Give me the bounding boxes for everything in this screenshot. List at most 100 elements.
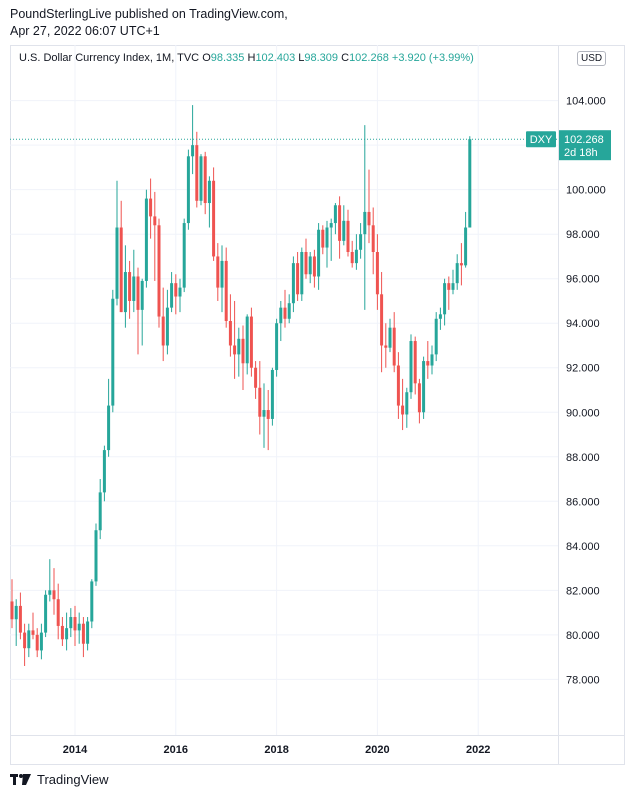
candle-body (52, 590, 56, 600)
candle-body (98, 492, 102, 531)
candle-body (426, 361, 430, 366)
price-tag-countdown: 2d 18h (564, 147, 598, 159)
x-tick-label: 2020 (365, 744, 389, 756)
candle-body (94, 530, 98, 582)
open-key: O (202, 52, 211, 64)
x-tick-label: 2018 (264, 744, 288, 756)
candle-body (384, 345, 388, 348)
candle-body (371, 225, 375, 252)
candle-body (153, 216, 157, 226)
candle-body (329, 223, 333, 228)
candle-body (165, 307, 169, 346)
chart-pane[interactable]: 78.000 80.000 82.000 84.000 86.000 88.000 90.0… (10, 45, 625, 765)
high-key: H (247, 52, 256, 64)
candle-body (69, 617, 73, 629)
candle-body (65, 628, 69, 640)
candle-body (132, 276, 136, 301)
open-value: 98.335 (210, 52, 245, 64)
candle-body (237, 338, 241, 355)
y-tick-label: 86.000 (566, 496, 600, 508)
candle-body (468, 139, 472, 228)
candle-body (123, 272, 127, 313)
candle-body (296, 263, 300, 295)
candle-body (354, 249, 358, 264)
candle-body (144, 198, 148, 281)
candlestick-chart[interactable]: 78.000 80.000 82.000 84.000 86.000 88.000 90.0… (10, 45, 625, 765)
candle-body (178, 287, 182, 297)
candle-body (27, 630, 31, 649)
candle-body (464, 227, 468, 266)
candle-body (212, 180, 216, 257)
candle-body (182, 223, 186, 288)
candle-body (312, 256, 316, 277)
candle-body (434, 318, 438, 355)
candle-body (279, 307, 283, 324)
candle-body (39, 632, 43, 651)
candle-body (405, 392, 409, 415)
candle-body (241, 338, 245, 364)
candle-body (333, 205, 337, 224)
candle-body (228, 321, 232, 346)
tradingview-logo-icon (10, 774, 31, 785)
candle-body (350, 252, 354, 264)
candle-body (304, 252, 308, 275)
candle-body (136, 276, 140, 310)
high-value: 102.403 (255, 52, 296, 64)
symbol-title: U.S. Dollar Currency Index, 1M, TVC (19, 52, 200, 64)
candle-body (44, 594, 48, 633)
candle-body (325, 227, 329, 248)
symbol-legend: U.S. Dollar Currency Index, 1M, TVC O98.… (19, 52, 474, 64)
y-tick-label: 88.000 (566, 452, 600, 464)
candle-body (300, 252, 304, 295)
x-tick-label: 2022 (466, 744, 490, 756)
y-tick-label: 92.000 (566, 363, 600, 375)
candle-body (266, 410, 270, 419)
candle-body (430, 354, 434, 366)
candle-body (409, 341, 413, 393)
y-tick-label: 94.000 (566, 318, 600, 330)
candle-body (170, 283, 174, 308)
candle-body (191, 145, 195, 157)
publisher-line-2: Apr 27, 2022 06:07 UTC+1 (10, 24, 160, 38)
brand-name: TradingView (37, 772, 109, 787)
candle-body (207, 180, 211, 204)
candle-body (422, 361, 426, 413)
close-key: C (341, 52, 350, 64)
currency-badge[interactable]: USD (577, 51, 607, 66)
candle-body (174, 283, 178, 297)
candle-body (270, 369, 274, 419)
candle-body (35, 634, 39, 651)
candle-body (392, 327, 396, 366)
candle-body (459, 263, 463, 266)
price-tag-value: 102.268 (564, 134, 604, 146)
candle-body (417, 383, 421, 413)
candle-body (249, 316, 253, 368)
candle-body (254, 367, 258, 388)
candle-body (56, 599, 60, 626)
candle-body (443, 283, 447, 315)
footer-branding[interactable]: TradingView (10, 772, 109, 787)
candle-body (367, 211, 371, 226)
y-tick-label: 80.000 (566, 630, 600, 642)
candle-body (245, 316, 249, 364)
y-tick-label: 98.000 (566, 229, 600, 241)
candle-body (90, 581, 94, 622)
candle-body (275, 323, 279, 370)
candle-body (363, 211, 367, 235)
candle-body (359, 234, 363, 250)
candle-body (81, 623, 85, 644)
candle-body (23, 632, 27, 649)
candle-body (186, 156, 190, 224)
y-tick-label: 84.000 (566, 541, 600, 553)
candle-body (77, 623, 81, 631)
candle-body (321, 229, 325, 248)
candle-body (262, 410, 266, 417)
candle-body (401, 405, 405, 415)
candle-body (140, 280, 144, 310)
candle-body (342, 220, 346, 241)
candle-body (102, 450, 106, 493)
candle-body (157, 225, 161, 317)
y-tick-label: 96.000 (566, 274, 600, 286)
candle-body (396, 365, 400, 406)
candle-body (283, 307, 287, 319)
